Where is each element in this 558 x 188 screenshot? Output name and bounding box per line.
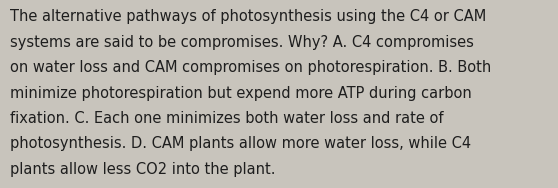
Text: minimize photorespiration but expend more ATP during carbon: minimize photorespiration but expend mor… [10, 86, 472, 101]
Text: fixation. C. Each one minimizes both water loss and rate of: fixation. C. Each one minimizes both wat… [10, 111, 444, 126]
Text: plants allow less CO2 into the plant.: plants allow less CO2 into the plant. [10, 162, 276, 177]
Text: The alternative pathways of photosynthesis using the C4 or CAM: The alternative pathways of photosynthes… [10, 9, 486, 24]
Text: systems are said to be compromises. Why? A. C4 compromises: systems are said to be compromises. Why?… [10, 35, 474, 50]
Text: photosynthesis. D. CAM plants allow more water loss, while C4: photosynthesis. D. CAM plants allow more… [10, 136, 471, 151]
Text: on water loss and CAM compromises on photorespiration. B. Both: on water loss and CAM compromises on pho… [10, 60, 491, 75]
